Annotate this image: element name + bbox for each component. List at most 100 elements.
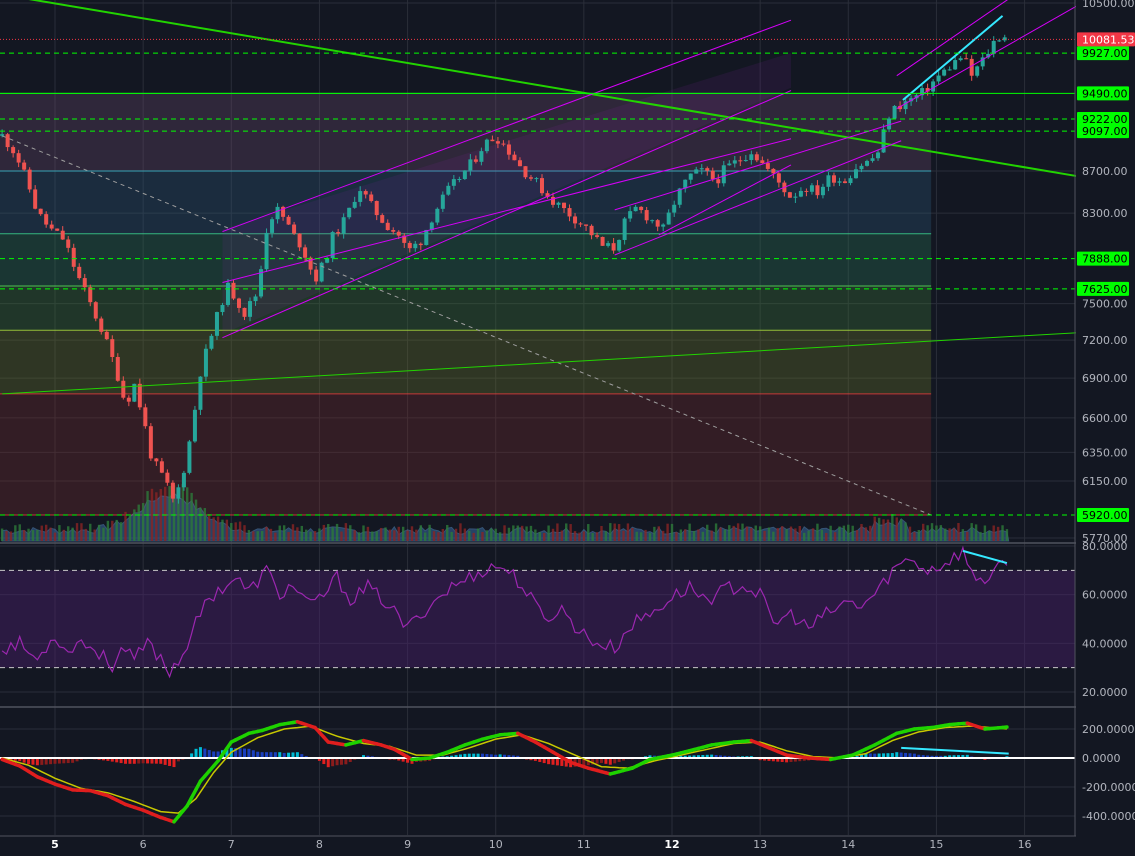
volume-bar [398, 527, 400, 541]
candle-body [716, 179, 720, 183]
candle-body [837, 181, 841, 182]
candle-body [523, 166, 527, 177]
candle-body [700, 168, 704, 169]
volume-bar [411, 526, 413, 541]
candle-body [722, 165, 726, 183]
macd-histogram-bar [172, 758, 175, 767]
volume-bar [243, 525, 245, 541]
volume-bar [896, 517, 898, 541]
candle-body [0, 134, 4, 136]
macd-histogram-bar [31, 758, 34, 765]
volume-bar [362, 525, 364, 541]
volume-bar [41, 526, 43, 541]
volume-bar [270, 529, 272, 541]
price-tick-label: 6350.00 [1082, 446, 1128, 459]
volume-bar [521, 526, 523, 541]
volume-bar [675, 532, 677, 541]
macd-histogram-bar [336, 758, 339, 765]
candle-body [292, 225, 296, 234]
candle-body [116, 357, 120, 381]
volume-bar [851, 526, 853, 541]
volume-bar [85, 529, 87, 541]
volume-bar [265, 527, 267, 541]
macd-histogram-bar [199, 747, 202, 758]
volume-bar [116, 520, 118, 541]
candle-body [777, 173, 781, 182]
volume-bar [640, 532, 642, 541]
volume-bar [503, 525, 505, 541]
candle-body [11, 147, 15, 153]
candle-body [386, 223, 390, 230]
price-tick-label: 7200.00 [1082, 334, 1128, 347]
macd-histogram-bar [556, 758, 559, 765]
candle-body [6, 134, 10, 147]
macd-histogram-bar [40, 758, 43, 765]
candle-body [799, 191, 803, 197]
price-tick-label: 6150.00 [1082, 475, 1128, 488]
volume-bar [825, 533, 827, 541]
volume-bar [680, 529, 682, 541]
volume-bar [530, 526, 532, 541]
candle-body [959, 58, 963, 60]
volume-bar [993, 525, 995, 541]
volume-bar [138, 505, 140, 541]
rsi-tick-label: 80.0000 [1082, 540, 1128, 553]
volume-bar [997, 527, 999, 541]
time-tick-label: 10 [489, 838, 503, 851]
volume-bar [988, 531, 990, 541]
candle-body [645, 210, 649, 220]
volume-bar [283, 525, 285, 541]
volume-bar [186, 487, 188, 541]
volume-bar [834, 532, 836, 541]
candle-body [61, 231, 65, 240]
volume-bar [904, 523, 906, 541]
candle-body [33, 189, 37, 208]
volume-bar [279, 526, 281, 541]
volume-bar [331, 527, 333, 541]
candle-body [512, 155, 516, 161]
volume-bar [129, 516, 131, 541]
volume-bar [856, 530, 858, 541]
candle-body [672, 205, 676, 213]
volume-bar [706, 525, 708, 541]
volume-bar [349, 525, 351, 541]
volume-bar [605, 531, 607, 541]
volume-bar [261, 531, 263, 541]
volume-bar [662, 531, 664, 541]
candle-body [1003, 37, 1007, 40]
candle-body [639, 207, 643, 210]
volume-bar [847, 525, 849, 541]
candle-body [760, 160, 764, 163]
volume-bar [574, 531, 576, 541]
candle-body [187, 441, 191, 472]
candle-body [854, 169, 858, 178]
time-tick-label: 6 [140, 838, 147, 851]
candle-body [237, 299, 241, 308]
candle-body [612, 243, 616, 250]
price-axis[interactable]: 10500.008700.008300.007500.007200.006900… [1076, 0, 1135, 851]
candle-body [424, 230, 428, 245]
volume-bar [455, 529, 457, 541]
volume-bar [556, 523, 558, 541]
volume-bar [212, 517, 214, 541]
volume-bar [433, 531, 435, 541]
candle-body [243, 308, 247, 317]
volume-bar [146, 491, 148, 541]
candle-body [843, 181, 847, 183]
volume-bar [962, 529, 964, 541]
macd-histogram-bar [552, 758, 555, 765]
volume-bar [671, 524, 673, 541]
volume-bar [728, 525, 730, 541]
candle-body [964, 58, 968, 59]
level-badge-label: 7625.00 [1082, 283, 1128, 296]
volume-bar [785, 529, 787, 541]
candle-body [667, 213, 671, 225]
macd-histogram-bar [164, 758, 167, 765]
level-badge-label: 7888.00 [1082, 253, 1128, 266]
volume-bar [23, 530, 25, 541]
candle-body [755, 154, 759, 160]
candle-body [149, 426, 153, 458]
candle-body [468, 159, 472, 170]
